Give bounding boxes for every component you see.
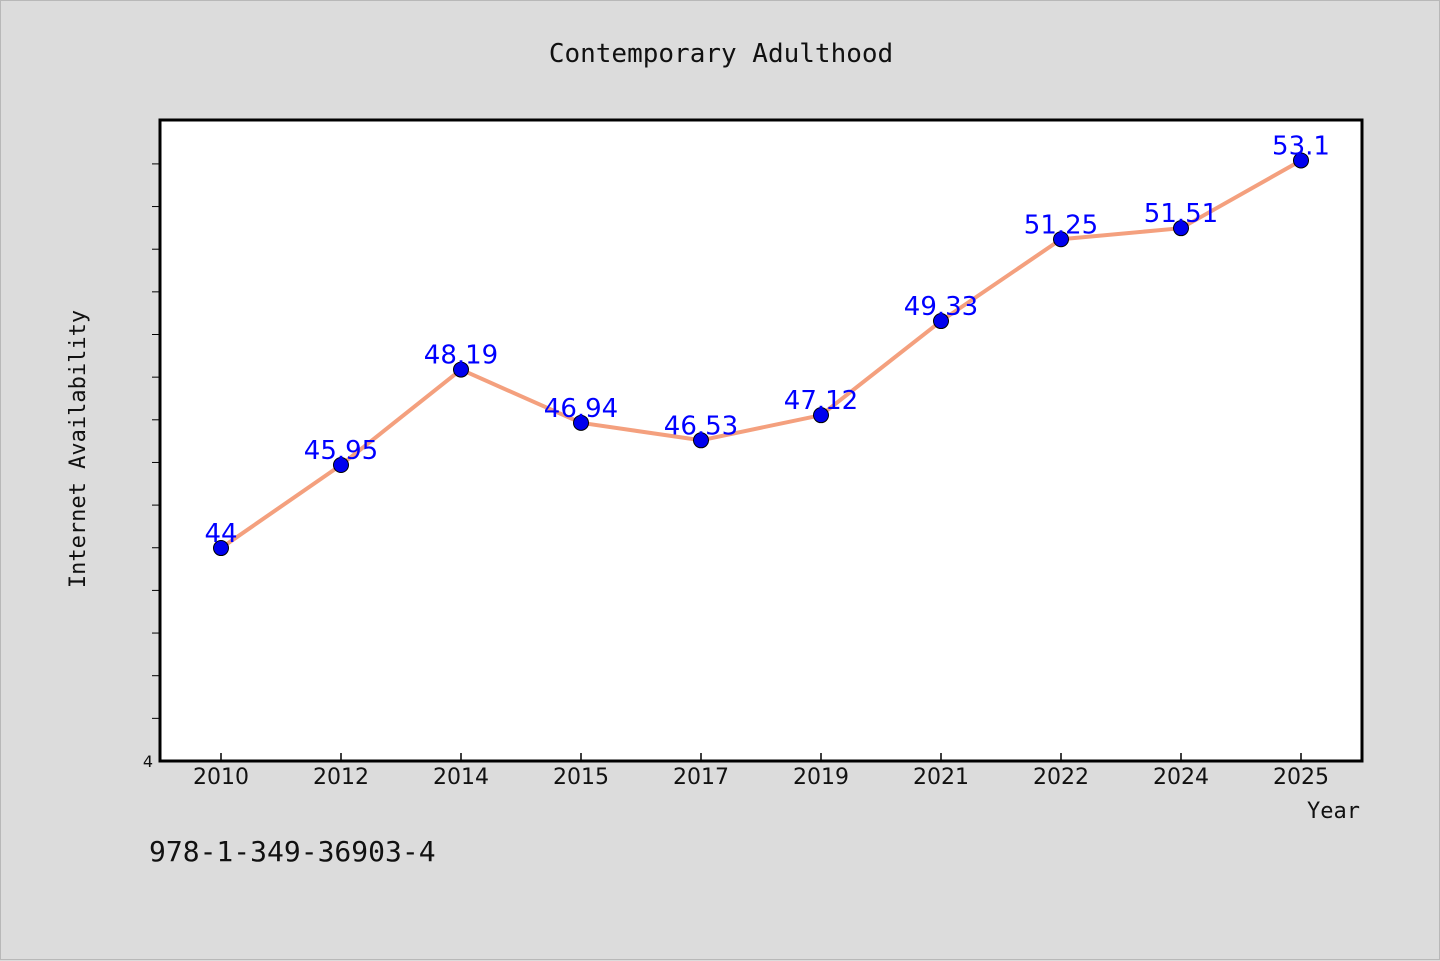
x-tick-label: 2021 xyxy=(913,765,969,790)
data-label: 47.12 xyxy=(784,386,858,416)
data-point xyxy=(1173,220,1189,237)
x-tick-label: 2019 xyxy=(793,765,849,790)
y-tick-label: 4 xyxy=(143,752,153,771)
x-tick-label: 2017 xyxy=(673,765,729,790)
data-label: 49.33 xyxy=(904,292,978,322)
data-label: 51.51 xyxy=(1144,199,1218,229)
x-tick-label: 2025 xyxy=(1273,765,1329,790)
data-point xyxy=(1053,231,1069,248)
data-label: 48.19 xyxy=(424,341,498,371)
data-label: 46.94 xyxy=(544,394,618,424)
series-line xyxy=(219,158,1302,550)
data-label-layer: 44 45.95 48.19 46.94 46.53 47.12 49.33 51.25 51.… xyxy=(204,131,1329,549)
series-layer xyxy=(213,152,1309,557)
data-point xyxy=(813,407,829,424)
data-point xyxy=(933,313,949,330)
y-axis-ticks xyxy=(152,163,160,719)
footer-code: 978-1-349-36903-4 xyxy=(149,835,436,868)
x-tick-label: 2012 xyxy=(313,765,369,790)
x-tick-label: 2014 xyxy=(433,765,489,790)
data-point xyxy=(1293,152,1309,169)
data-point xyxy=(213,540,229,557)
x-axis-ticks: 2010 2012 2014 2015 2017 2019 2021 2022 2024 2025 xyxy=(193,753,1329,790)
x-axis-label: Year xyxy=(1307,799,1360,824)
data-label: 46.53 xyxy=(664,411,738,441)
data-point xyxy=(333,456,349,473)
data-label: 53.1 xyxy=(1272,131,1330,161)
data-point xyxy=(693,432,709,449)
x-tick-label: 2024 xyxy=(1153,765,1209,790)
data-label: 44 xyxy=(204,519,237,549)
plot-area xyxy=(158,118,1364,763)
data-label: 51.25 xyxy=(1024,210,1098,240)
x-tick-label: 2015 xyxy=(553,765,609,790)
x-tick-label: 2022 xyxy=(1033,765,1089,790)
data-point xyxy=(453,361,469,378)
y-axis-label: Internet Availability xyxy=(66,310,91,588)
data-label: 45.95 xyxy=(304,436,378,466)
data-point xyxy=(573,414,589,431)
x-tick-label: 2010 xyxy=(193,765,249,790)
chart-title: Contemporary Adulthood xyxy=(549,39,893,69)
